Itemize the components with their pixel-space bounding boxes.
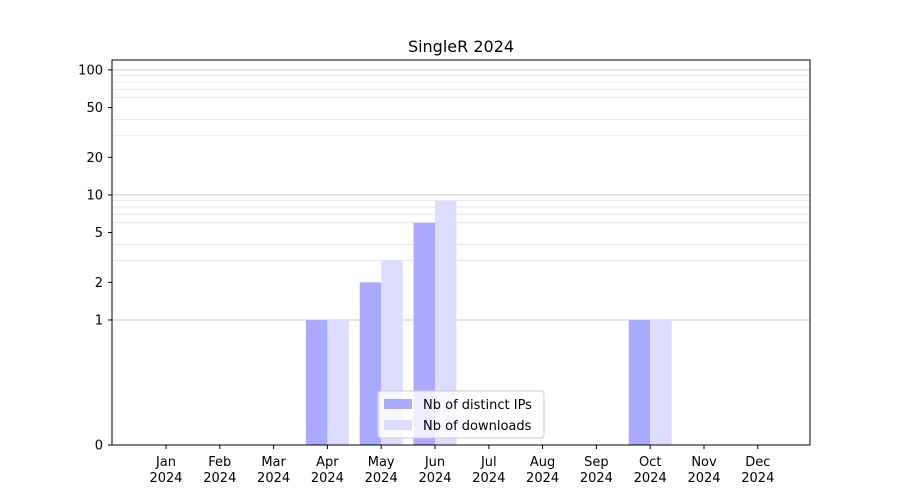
x-tick-month: Aug — [530, 455, 555, 470]
y-tick-label: 100 — [78, 63, 103, 78]
legend-swatch — [384, 420, 412, 430]
bar-distinct-ips — [413, 222, 435, 445]
x-tick-month: Oct — [639, 455, 661, 470]
legend-label: Nb of distinct IPs — [423, 398, 532, 413]
x-tick-year: 2024 — [687, 471, 720, 486]
y-tick-label: 2 — [95, 276, 103, 291]
y-tick-label: 5 — [95, 226, 103, 241]
x-tick-year: 2024 — [634, 471, 667, 486]
x-tick-month: Feb — [208, 455, 231, 470]
x-tick-year: 2024 — [149, 471, 182, 486]
y-axis-ticks: 0 1 2 5 10 20 50 100 — [78, 63, 112, 454]
plot-frame — [111, 59, 811, 446]
x-tick-year: 2024 — [526, 471, 559, 486]
bar-distinct-ips — [359, 282, 382, 445]
x-tick-month: Mar — [261, 455, 286, 470]
legend-swatch — [384, 399, 412, 409]
x-tick-month: Jul — [480, 455, 497, 470]
x-tick-year: 2024 — [365, 471, 398, 486]
x-tick-year: 2024 — [203, 471, 236, 486]
bar-downloads — [327, 319, 349, 445]
x-tick-year: 2024 — [741, 471, 774, 486]
x-tick-month: May — [368, 455, 395, 470]
x-tick-month: Nov — [691, 455, 717, 470]
legend-label: Nb of downloads — [423, 419, 532, 434]
x-tick-year: 2024 — [418, 471, 451, 486]
x-tick-year: 2024 — [257, 471, 290, 486]
y-tick-label: 1 — [95, 313, 103, 328]
y-tick-label: 0 — [95, 439, 103, 454]
legend-box — [377, 390, 545, 439]
x-tick-year: 2024 — [580, 471, 613, 486]
grid-lines — [112, 69, 810, 321]
x-tick-month: Apr — [316, 455, 339, 470]
y-tick-label: 20 — [86, 151, 103, 166]
y-tick-label: 50 — [86, 101, 103, 116]
x-tick-month: Sep — [584, 455, 609, 470]
bar-distinct-ips — [628, 319, 651, 445]
legend: Nb of distinct IPs Nb of downloads — [377, 390, 545, 439]
x-tick-year: 2024 — [311, 471, 344, 486]
bar-distinct-ips — [305, 319, 328, 445]
x-tick-month: Dec — [745, 455, 770, 470]
x-axis-ticks: Jan2024Feb2024Mar2024Apr2024May2024Jun20… — [149, 445, 774, 486]
x-tick-year: 2024 — [472, 471, 505, 486]
bar-downloads — [650, 319, 672, 445]
x-tick-month: Jun — [424, 455, 445, 470]
x-tick-month: Jan — [155, 455, 176, 470]
y-tick-label: 10 — [86, 188, 103, 203]
bar-downloads — [435, 200, 457, 445]
chart-title: SingleR 2024 — [408, 37, 514, 56]
